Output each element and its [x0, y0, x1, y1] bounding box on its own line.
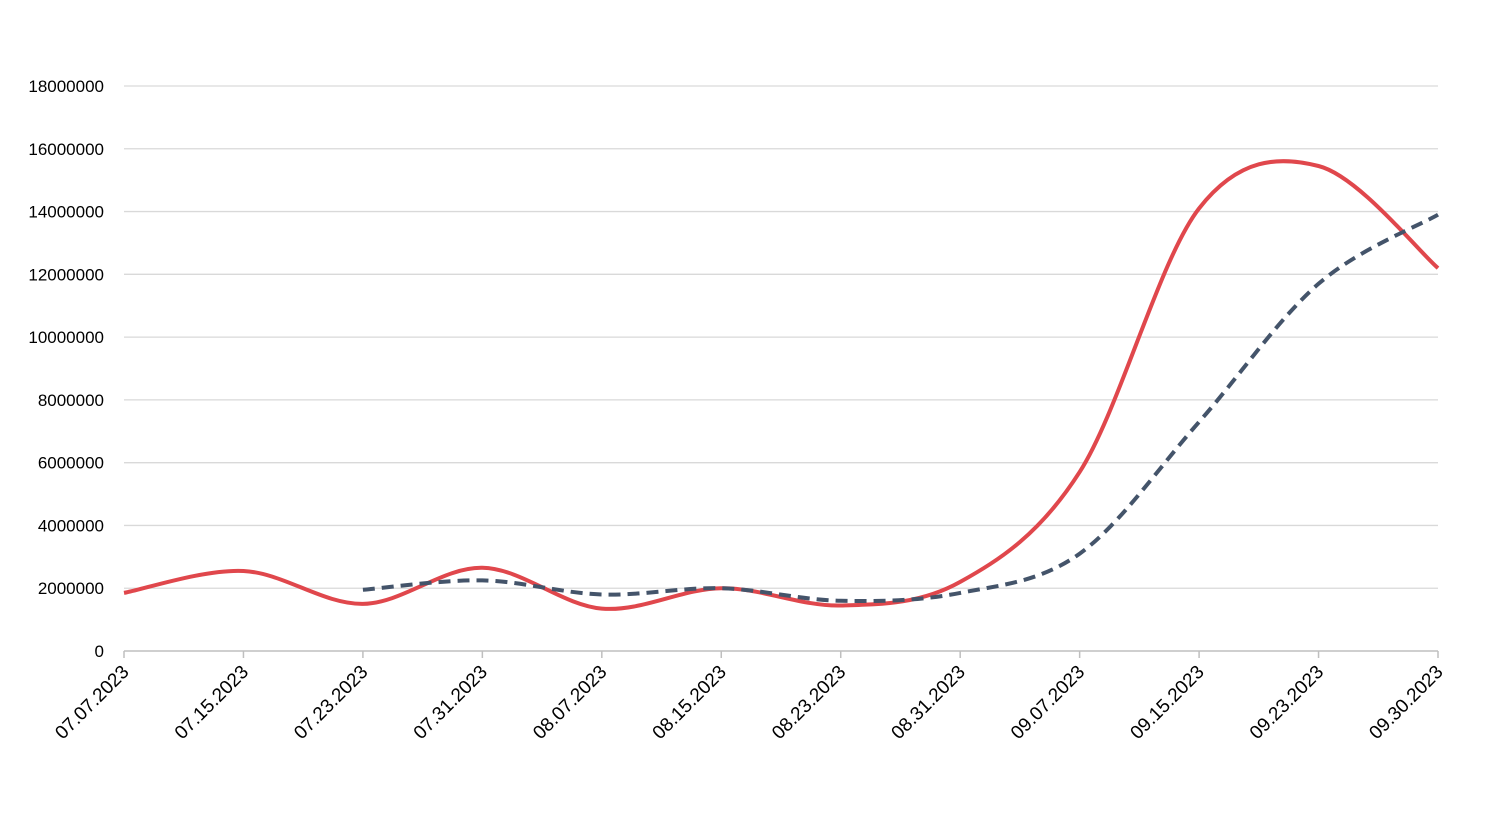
x-tick-label: 09.07.2023: [1007, 662, 1089, 744]
x-tick-label: 08.23.2023: [768, 662, 850, 744]
y-tick-label: 14000000: [28, 203, 104, 222]
x-axis-labels: 07.07.2023 07.15.2023 07.23.2023 07.31.2023…: [51, 662, 1447, 744]
gridlines: [124, 85, 1438, 589]
x-tick-label: 07.31.2023: [410, 662, 492, 744]
x-tick-label: 09.15.2023: [1127, 662, 1209, 744]
x-tick-label: 07.07.2023: [51, 662, 133, 744]
y-tick-label: 6000000: [38, 454, 104, 473]
x-tick-label: 08.07.2023: [529, 662, 611, 744]
series-line-dashed: [362, 212, 1439, 604]
y-tick-label: 18000000: [28, 77, 104, 96]
y-tick-label: 10000000: [28, 328, 104, 347]
series-line-solid: [123, 159, 1440, 611]
y-tick-label: 0: [95, 642, 104, 661]
y-tick-label: 12000000: [28, 265, 104, 284]
y-tick-label: 2000000: [38, 579, 104, 598]
series-lines: [123, 159, 1440, 611]
x-axis: [123, 650, 1439, 658]
y-tick-label: 8000000: [38, 391, 104, 410]
x-tick-label: 08.15.2023: [649, 662, 731, 744]
x-tick-label: 08.31.2023: [888, 662, 970, 744]
y-tick-label: 4000000: [38, 516, 104, 535]
x-tick-label: 09.23.2023: [1246, 662, 1328, 744]
x-tick-label: 07.15.2023: [171, 662, 253, 744]
x-tick-label: 07.23.2023: [290, 662, 372, 744]
y-tick-label: 16000000: [28, 140, 104, 159]
x-tick-label: 09.30.2023: [1365, 662, 1447, 744]
y-axis: 0 2000000 4000000 6000000 8000000 10000000 120…: [28, 77, 104, 661]
